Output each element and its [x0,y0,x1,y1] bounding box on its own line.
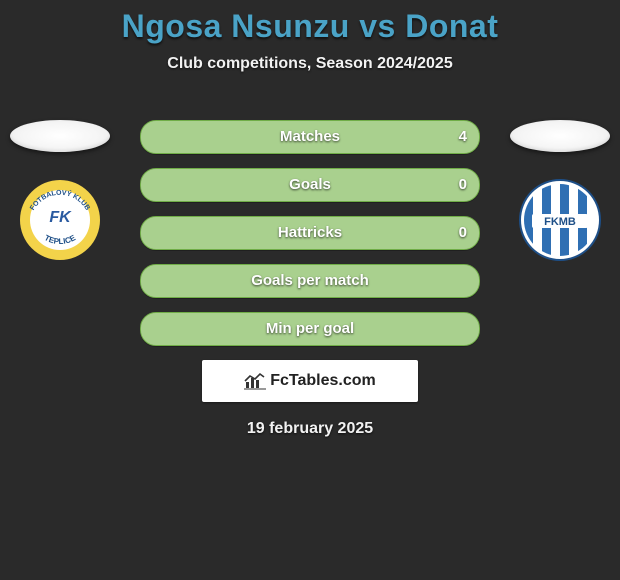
stat-label: Min per goal [141,313,479,345]
stat-row: Matches4 [140,120,480,154]
comparison-page: Ngosa Nsunzu vs Donat Club competitions,… [0,0,620,580]
left-player-column: FK FOTBALOVÝ KLUB TEPLICE [0,120,120,262]
stat-value-right: 0 [459,169,467,201]
brand-box[interactable]: FcTables.com [202,360,418,402]
right-club-abbrev: FKMB [544,216,576,228]
stat-row: Goals0 [140,168,480,202]
page-subtitle: Club competitions, Season 2024/2025 [0,55,620,73]
stat-row: Goals per match [140,264,480,298]
stat-label: Goals per match [141,265,479,297]
stat-row: Min per goal [140,312,480,346]
stat-label: Matches [141,121,479,153]
chart-icon [244,372,266,390]
right-club-badge-icon: FKMB [510,178,610,262]
left-club-badge-icon: FK FOTBALOVÝ KLUB TEPLICE [10,178,110,262]
stat-rows: Matches4Goals0Hattricks0Goals per matchM… [140,120,480,346]
stat-label: Hattricks [141,217,479,249]
left-player-placeholder [10,120,110,152]
content-area: FK FOTBALOVÝ KLUB TEPLICE [0,120,620,438]
stat-label: Goals [141,169,479,201]
stat-value-right: 0 [459,217,467,249]
right-player-placeholder [510,120,610,152]
stat-value-right: 4 [459,121,467,153]
date-text: 19 february 2025 [0,420,620,438]
page-title: Ngosa Nsunzu vs Donat [0,0,620,45]
brand-text: FcTables.com [270,372,376,390]
stat-row: Hattricks0 [140,216,480,250]
right-player-column: FKMB [500,120,620,262]
left-club-abbrev: FK [49,209,72,226]
